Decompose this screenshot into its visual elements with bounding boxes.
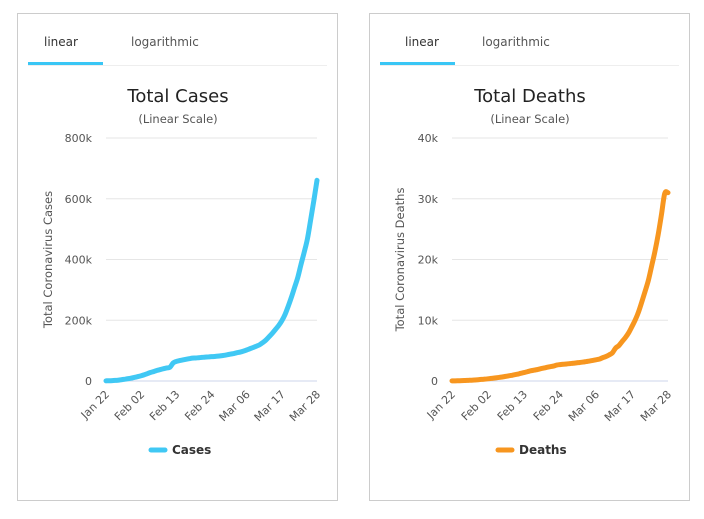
cases-chart-card: linear logarithmic Total Cases (Linear Sc… bbox=[17, 13, 338, 501]
x-tick-label: Feb 13 bbox=[495, 388, 530, 423]
x-tick-label: Jan 22 bbox=[78, 388, 112, 422]
chart-subtitle: (Linear Scale) bbox=[138, 112, 217, 126]
legend-item-cases[interactable]: Cases bbox=[148, 443, 211, 457]
y-tick-label: 200k bbox=[65, 314, 93, 327]
y-axis-title: Total Coronavirus Deaths bbox=[393, 188, 407, 333]
x-tick-label: Mar 06 bbox=[217, 388, 253, 424]
chart-title: Total Deaths bbox=[473, 86, 586, 107]
active-tab-indicator bbox=[380, 62, 455, 65]
y-tick-label: 40k bbox=[418, 132, 439, 145]
tab-linear[interactable]: linear bbox=[405, 35, 439, 49]
legend-label: Cases bbox=[172, 443, 211, 457]
x-tick-label: Mar 17 bbox=[252, 388, 288, 424]
y-tick-label: 600k bbox=[65, 193, 93, 206]
x-tick-label: Feb 24 bbox=[531, 388, 566, 423]
y-tick-label: 20k bbox=[418, 254, 439, 267]
x-tick-label: Mar 17 bbox=[602, 388, 638, 424]
y-tick-label: 0 bbox=[85, 375, 92, 388]
y-tick-label: 30k bbox=[418, 193, 439, 206]
y-tick-label: 400k bbox=[65, 254, 93, 267]
x-tick-label: Feb 24 bbox=[182, 388, 217, 423]
legend-item-deaths[interactable]: Deaths bbox=[495, 443, 567, 457]
scale-tabs: linear logarithmic bbox=[28, 14, 327, 66]
cases-chart: Total Cases (Linear Scale) 0 200k 400k 600k 80… bbox=[41, 86, 323, 457]
active-tab-indicator bbox=[28, 62, 103, 65]
chart-title: Total Cases bbox=[126, 86, 228, 107]
tab-linear[interactable]: linear bbox=[44, 35, 78, 49]
x-tick-label: Feb 13 bbox=[147, 388, 182, 423]
y-axis-title: Total Coronavirus Cases bbox=[41, 191, 55, 329]
scale-tabs: linear logarithmic bbox=[380, 14, 679, 66]
deaths-chart-card: linear logarithmic Total Deaths (Linear S… bbox=[369, 13, 690, 501]
deaths-chart: Total Deaths (Linear Scale) 0 10k 20k 30k 40k T… bbox=[393, 86, 674, 457]
x-tick-label: Jan 22 bbox=[424, 388, 458, 422]
series-line-cases bbox=[103, 177, 320, 384]
x-tick-label: Feb 02 bbox=[112, 388, 147, 423]
x-tick-label: Feb 02 bbox=[459, 388, 494, 423]
y-tick-label: 10k bbox=[418, 314, 439, 327]
x-tick-label: Mar 28 bbox=[287, 388, 323, 424]
series-line-deaths bbox=[449, 189, 671, 384]
legend-label: Deaths bbox=[519, 443, 567, 457]
chart-subtitle: (Linear Scale) bbox=[490, 112, 569, 126]
tab-logarithmic[interactable]: logarithmic bbox=[482, 35, 550, 49]
tab-logarithmic[interactable]: logarithmic bbox=[131, 35, 199, 49]
x-tick-label: Mar 28 bbox=[638, 388, 674, 424]
y-tick-label: 800k bbox=[65, 132, 93, 145]
x-tick-label: Mar 06 bbox=[566, 388, 602, 424]
y-tick-label: 0 bbox=[431, 375, 438, 388]
